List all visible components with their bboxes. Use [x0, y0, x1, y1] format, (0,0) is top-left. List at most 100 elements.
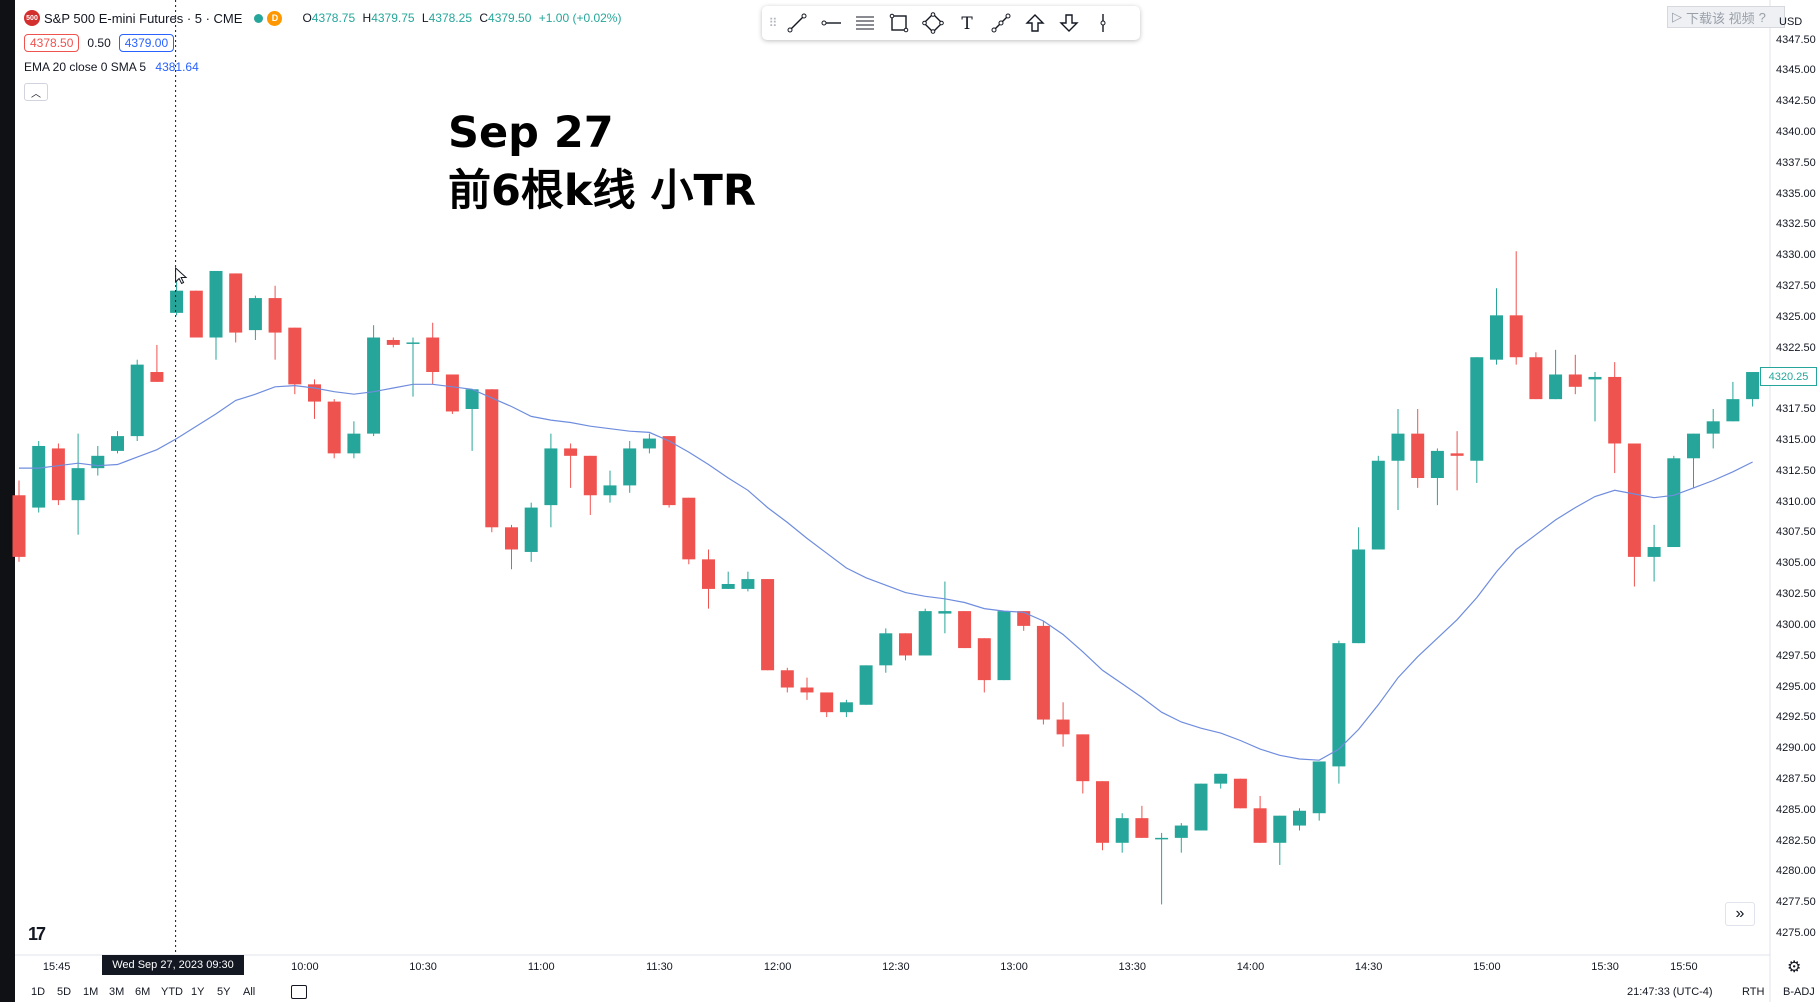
drag-handle-icon[interactable]: ⠿ — [768, 16, 778, 30]
horizontal-ray-button[interactable] — [814, 8, 848, 38]
scroll-to-realtime-button[interactable]: » — [1725, 902, 1755, 926]
candle[interactable] — [918, 608, 932, 656]
candle[interactable] — [1391, 408, 1405, 511]
range-button-ytd[interactable]: YTD — [161, 986, 183, 998]
candle[interactable] — [386, 337, 400, 348]
clock-readout[interactable]: 21:47:33 (UTC-4) — [1627, 986, 1713, 998]
candle[interactable] — [1096, 781, 1109, 851]
settings-gear-icon[interactable]: ⚙ — [1787, 959, 1802, 976]
candle[interactable] — [1233, 778, 1247, 809]
range-button-3m[interactable]: 3M — [109, 986, 125, 998]
candle[interactable] — [71, 433, 85, 535]
candle[interactable] — [702, 549, 715, 609]
candle[interactable] — [189, 290, 203, 338]
candle[interactable] — [1667, 455, 1681, 548]
arrow-down-button[interactable] — [1052, 8, 1086, 38]
tradingview-logo[interactable]: 17 — [28, 924, 46, 944]
trend-line-button[interactable] — [780, 8, 814, 38]
adjustment-toggle[interactable]: B-ADJ — [1783, 986, 1815, 998]
candle[interactable] — [130, 359, 144, 442]
candle[interactable] — [839, 699, 853, 718]
candle[interactable] — [682, 497, 696, 565]
candle[interactable] — [1588, 372, 1602, 422]
candle[interactable] — [761, 579, 775, 671]
session-toggle[interactable]: RTH — [1742, 986, 1765, 998]
candle[interactable] — [1450, 431, 1464, 491]
symbol-title[interactable]: S&P 500 E-mini Futures · 5 · CME — [44, 10, 243, 26]
candle[interactable] — [524, 502, 538, 562]
candle[interactable] — [1726, 381, 1740, 422]
candle[interactable] — [1470, 357, 1484, 483]
candle[interactable] — [406, 337, 420, 397]
candle[interactable] — [859, 665, 873, 705]
candle[interactable] — [1135, 805, 1149, 838]
video-download-widget[interactable]: ▷ 下载该 视频 ? — [1667, 6, 1785, 28]
candle[interactable] — [505, 524, 518, 570]
candle[interactable] — [367, 325, 381, 437]
candle[interactable] — [1352, 527, 1366, 644]
candle[interactable] — [1549, 349, 1563, 400]
candle[interactable] — [1411, 408, 1425, 488]
candle[interactable] — [899, 633, 912, 661]
collapse-legend-button[interactable]: ︿ — [24, 83, 48, 101]
candle[interactable] — [564, 443, 578, 488]
candle[interactable] — [111, 431, 124, 454]
candle[interactable] — [445, 374, 459, 414]
text-tool-button[interactable]: T — [950, 8, 984, 38]
candle[interactable] — [1312, 761, 1326, 821]
candle[interactable] — [1076, 734, 1090, 794]
measure-button[interactable] — [984, 8, 1018, 38]
candle[interactable] — [1155, 832, 1169, 905]
candle[interactable] — [150, 344, 164, 382]
candle[interactable] — [268, 285, 282, 360]
arrow-up-button[interactable] — [1018, 8, 1052, 38]
candle[interactable] — [465, 389, 479, 451]
candle[interactable] — [544, 433, 558, 528]
candle[interactable] — [1608, 362, 1622, 474]
candle[interactable] — [1568, 354, 1582, 395]
candle[interactable] — [1706, 408, 1720, 449]
candle[interactable] — [288, 327, 302, 395]
candle[interactable] — [1627, 443, 1641, 587]
candle[interactable] — [1036, 620, 1050, 725]
range-button-1d[interactable]: 1D — [31, 986, 46, 998]
candle[interactable] — [248, 295, 262, 340]
delayed-data-badge[interactable]: D — [267, 10, 283, 26]
candle[interactable] — [1273, 815, 1287, 865]
range-button-1y[interactable]: 1Y — [191, 986, 205, 998]
vertical-line-button[interactable] — [1086, 8, 1120, 38]
candle[interactable] — [1746, 372, 1760, 407]
indicator-title[interactable]: EMA 20 close 0 SMA 5 — [24, 60, 147, 74]
ask-price-button[interactable]: 4379.00 — [118, 34, 175, 52]
candle[interactable] — [32, 441, 46, 513]
candle[interactable] — [623, 441, 637, 493]
candle[interactable] — [51, 443, 65, 506]
candle[interactable] — [1509, 251, 1523, 365]
candle[interactable] — [879, 628, 893, 673]
candle[interactable] — [1647, 524, 1661, 582]
candle[interactable] — [1056, 702, 1070, 747]
candle[interactable] — [426, 322, 440, 385]
candle[interactable] — [583, 455, 597, 515]
candle[interactable] — [1371, 455, 1385, 550]
candle[interactable] — [741, 571, 755, 592]
candle[interactable] — [1174, 823, 1188, 853]
candle[interactable] — [958, 611, 972, 649]
candle[interactable] — [12, 480, 26, 562]
candle[interactable] — [780, 667, 794, 693]
range-button-1m[interactable]: 1M — [83, 986, 99, 998]
candle[interactable] — [603, 470, 617, 503]
candle[interactable] — [1293, 808, 1306, 831]
calendar-icon[interactable] — [291, 985, 307, 999]
candle[interactable] — [997, 611, 1011, 681]
parallel-channel-button[interactable] — [848, 8, 882, 38]
candle[interactable] — [209, 270, 223, 360]
rectangle-button[interactable] — [882, 8, 916, 38]
candle[interactable] — [721, 571, 735, 589]
path-button[interactable] — [916, 8, 950, 38]
bid-price-button[interactable]: 4378.50 — [24, 34, 80, 52]
candle[interactable] — [1115, 813, 1129, 853]
candle[interactable] — [820, 692, 834, 718]
range-button-5d[interactable]: 5D — [57, 986, 72, 998]
candle[interactable] — [938, 581, 952, 634]
